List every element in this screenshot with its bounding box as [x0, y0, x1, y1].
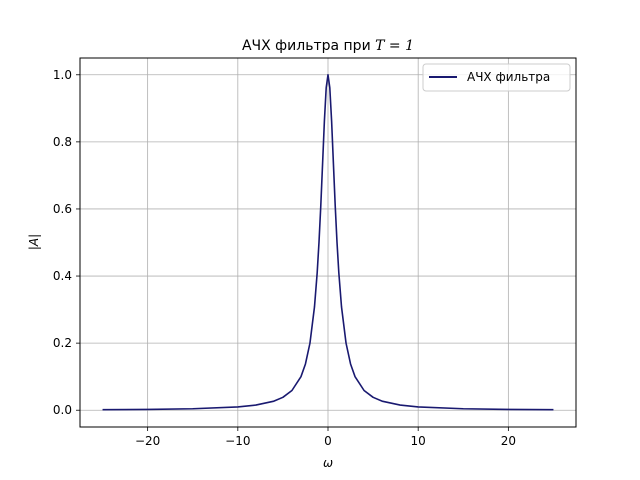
- y-tick-label: 0.2: [53, 336, 72, 350]
- x-tick-label: 20: [501, 434, 516, 448]
- legend-label: АЧХ фильтра: [467, 70, 550, 84]
- x-axis: −20 −10 0 10 20: [135, 427, 516, 448]
- x-tick-label: −20: [135, 434, 160, 448]
- chart-title-text: АЧХ фильтра при: [242, 38, 375, 54]
- series-layer: [102, 73, 554, 411]
- legend: АЧХ фильтра: [422, 63, 571, 92]
- y-axis-label: |A|: [27, 234, 41, 250]
- y-tick-label: 0.0: [53, 403, 72, 417]
- y-tick-label: 1.0: [53, 68, 72, 82]
- legend-box: [422, 63, 571, 92]
- y-tick-label: 0.4: [53, 269, 72, 283]
- y-axis: 0.0 0.2 0.4 0.6 0.8 1.0: [53, 68, 80, 417]
- x-tick-label: −10: [225, 434, 250, 448]
- x-tick-label: 10: [411, 434, 426, 448]
- y-tick-label: 0.8: [53, 135, 72, 149]
- x-tick-label: 0: [324, 434, 332, 448]
- chart-title: АЧХ фильтра при T = 1: [242, 38, 414, 54]
- chart-title-math: T = 1: [375, 38, 414, 54]
- y-tick-label: 0.6: [53, 202, 72, 216]
- series-line-0: [102, 73, 554, 411]
- x-axis-label: ω: [323, 456, 333, 470]
